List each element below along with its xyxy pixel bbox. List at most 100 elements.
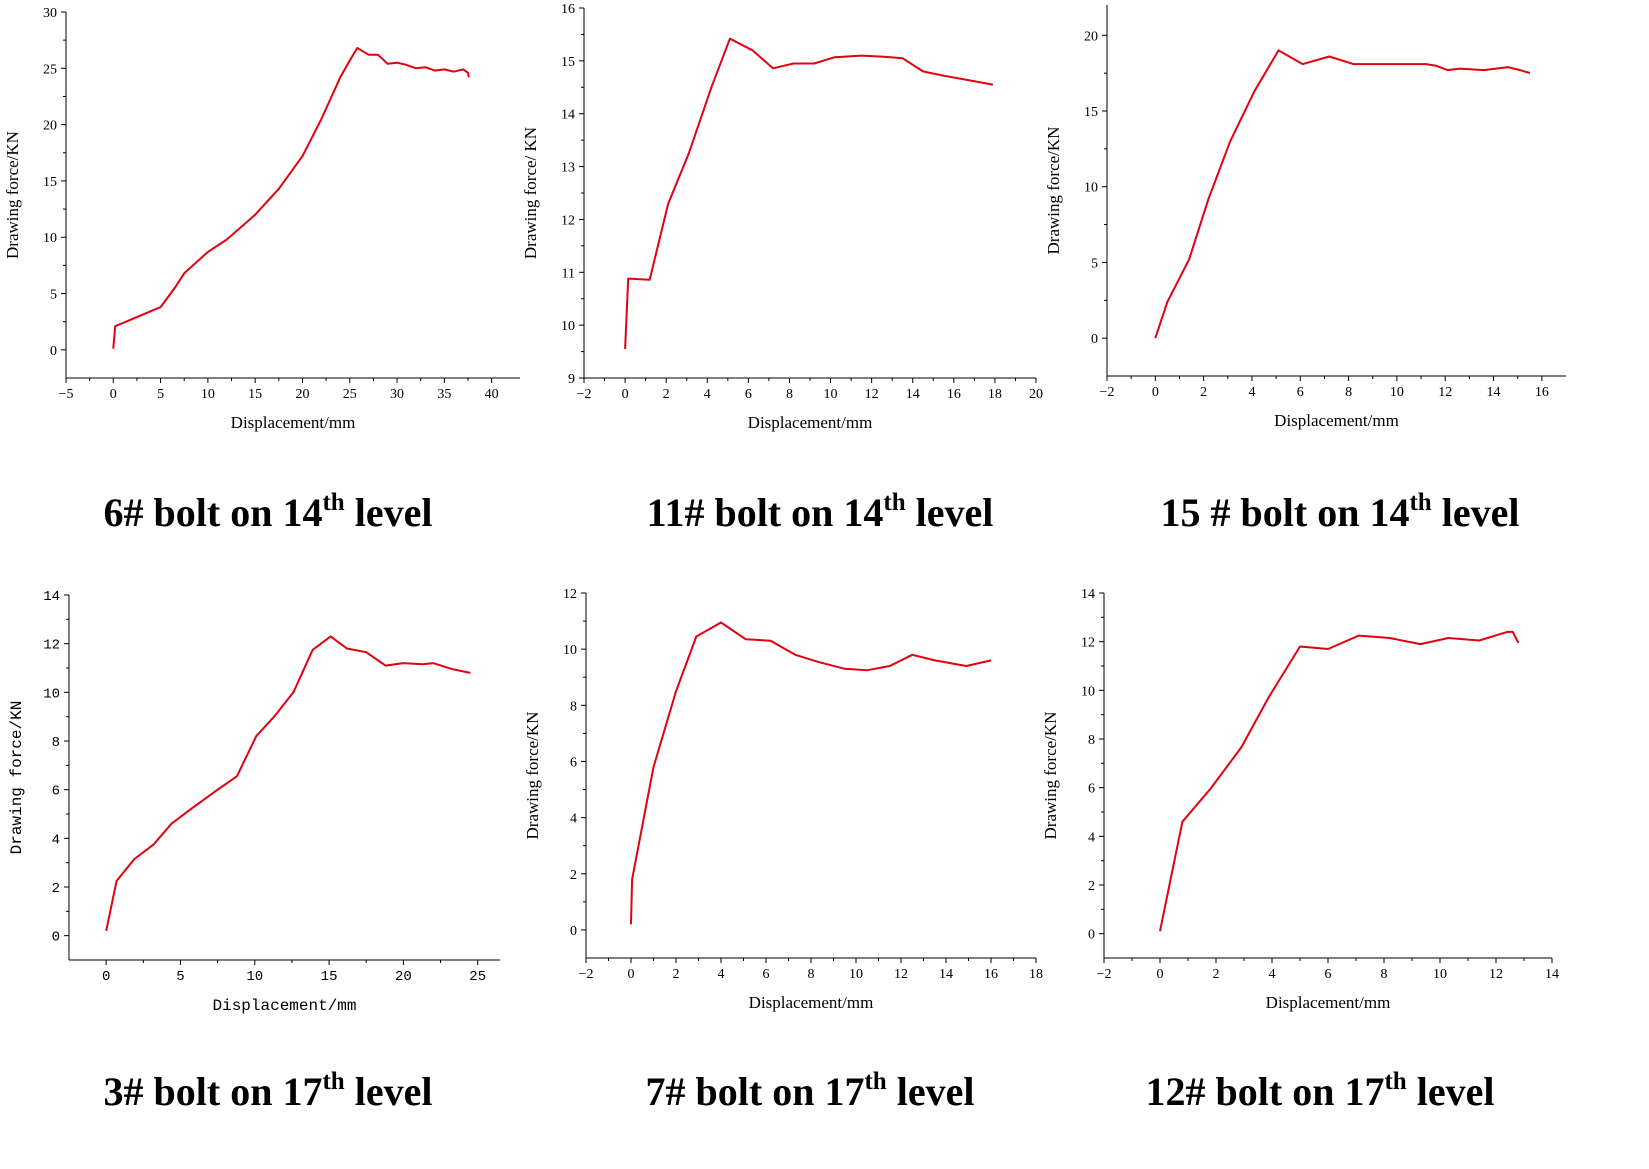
chart-panel-2: −2 0 2 4 6 8 10 12 14 16 18 20 9 10 11 12 13 14 15 16 Displa… (521, 2, 1043, 535)
x-tick-label: 0 (622, 387, 629, 402)
series-line (630, 621, 992, 925)
x-tick-label: 4 (1248, 385, 1255, 400)
y-tick-label: 14 (43, 589, 60, 605)
x-tick-label: 18 (1029, 967, 1043, 982)
x-tick-label: 20 (395, 969, 412, 985)
x-tick-label: 5 (157, 387, 164, 402)
y-tick-label: 4 (52, 832, 60, 848)
x-tick-label: 15 (248, 387, 262, 402)
chart-caption: 6# bolt on 14th level (104, 489, 433, 535)
x-tick-label: 14 (906, 387, 920, 402)
y-tick-label: 8 (52, 735, 60, 751)
x-tick-label: 10 (1390, 385, 1404, 400)
x-tick-label: 10 (246, 969, 263, 985)
y-tick-label: 2 (52, 881, 60, 897)
x-tick-label: −2 (1097, 967, 1112, 982)
y-tick-label: 12 (561, 213, 575, 228)
y-tick-label: 0 (1088, 928, 1095, 943)
y-tick-label: 14 (561, 108, 575, 123)
y-tick-label: 0 (570, 924, 577, 939)
x-tick-label: 20 (295, 387, 309, 402)
x-tick-label: 35 (437, 387, 451, 402)
x-tick-label: 16 (984, 967, 998, 982)
x-tick-label: 14 (1545, 967, 1559, 982)
y-tick-label: 13 (561, 161, 575, 176)
y-tick-label: 10 (561, 319, 575, 334)
x-tick-label: 5 (176, 969, 184, 985)
y-tick-label: 10 (1084, 181, 1098, 196)
x-tick-label: 2 (673, 967, 680, 982)
y-tick-label: 8 (1088, 733, 1095, 748)
x-tick-label: 20 (1029, 387, 1043, 402)
chart-caption: 12# bolt on 17th level (1146, 1068, 1495, 1114)
x-axis-title: Displacement/mm (1266, 993, 1391, 1012)
y-tick-label: 8 (570, 699, 577, 714)
x-tick-label: −2 (1100, 385, 1115, 400)
y-tick-label: 4 (570, 812, 577, 827)
y-axis-title: Drawing force/KN (1044, 127, 1063, 255)
y-tick-label: 0 (50, 344, 57, 359)
y-tick-label: 12 (563, 587, 577, 602)
y-tick-label: 11 (562, 266, 575, 281)
y-tick-label: 20 (1084, 29, 1098, 44)
x-axis-title: Displacement/mm (231, 413, 356, 432)
x-tick-label: 6 (1297, 385, 1304, 400)
x-tick-label: 10 (201, 387, 215, 402)
y-tick-label: 12 (43, 638, 60, 654)
y-tick-label: 9 (568, 372, 575, 387)
x-tick-label: 40 (485, 387, 499, 402)
x-tick-label: 15 (321, 969, 338, 985)
y-tick-label: 6 (52, 784, 60, 800)
y-tick-label: 10 (43, 686, 60, 702)
x-tick-label: 4 (704, 387, 711, 402)
y-tick-label: 6 (570, 755, 577, 770)
y-tick-label: 15 (43, 175, 57, 190)
x-tick-label: 14 (939, 967, 953, 982)
y-tick-label: 12 (1081, 636, 1095, 651)
y-tick-label: 25 (43, 62, 57, 77)
x-tick-label: 6 (1325, 967, 1332, 982)
x-tick-label: 10 (824, 387, 838, 402)
x-tick-label: 4 (718, 967, 725, 982)
x-tick-label: 2 (1213, 967, 1220, 982)
x-tick-label: 6 (763, 967, 770, 982)
chart-panel-3: −2 0 2 4 6 8 10 12 14 16 0 5 10 15 20 Displacement/mm Dr… (1044, 5, 1566, 535)
x-tick-label: 30 (390, 387, 404, 402)
y-tick-label: 15 (1084, 105, 1098, 120)
chart-panel-5: −2 0 2 4 6 8 10 12 14 16 18 0 2 4 6 8 10 12 Displacement/m… (523, 587, 1043, 1114)
y-tick-label: 14 (1081, 587, 1095, 602)
y-axis-title: Drawing force/KN (523, 712, 542, 840)
y-tick-label: 10 (563, 643, 577, 658)
y-tick-label: 0 (52, 930, 60, 946)
chart-caption: 15 # bolt on 14th level (1161, 489, 1520, 535)
y-tick-label: 2 (570, 868, 577, 883)
x-tick-label: 8 (1345, 385, 1352, 400)
x-tick-label: 8 (786, 387, 793, 402)
x-tick-label: 4 (1269, 967, 1276, 982)
x-tick-label: 14 (1487, 385, 1501, 400)
x-tick-label: 18 (988, 387, 1002, 402)
x-axis-title: Displacement/mm (749, 993, 874, 1012)
y-tick-label: 5 (1091, 256, 1098, 271)
y-tick-label: 20 (43, 119, 57, 134)
chart-panel-4: 0 5 10 15 20 25 0 2 4 6 8 10 12 14 Displacement/mm Draw… (8, 589, 500, 1114)
chart-panel-6: −2 0 2 4 6 8 10 12 14 0 2 4 6 8 10 12 14 Displacement/mm D… (1041, 587, 1559, 1114)
x-tick-label: −2 (579, 967, 594, 982)
y-tick-label: 10 (43, 231, 57, 246)
y-tick-label: 30 (43, 6, 57, 21)
x-tick-label: 8 (1381, 967, 1388, 982)
x-tick-label: 0 (110, 387, 117, 402)
y-tick-label: 6 (1088, 782, 1095, 797)
series-line (105, 635, 471, 932)
y-tick-label: 15 (561, 55, 575, 70)
y-axis-title: Drawing force/ KN (521, 127, 540, 259)
y-tick-label: 0 (1091, 332, 1098, 347)
x-tick-label: 6 (745, 387, 752, 402)
chart-caption: 11# bolt on 14th level (647, 489, 994, 535)
series-line (1154, 49, 1531, 339)
x-axis-title: Displacement/mm (1274, 411, 1399, 430)
x-tick-label: 2 (1200, 385, 1207, 400)
x-tick-label: −5 (59, 387, 74, 402)
x-axis-title: Displacement/mm (748, 413, 873, 432)
